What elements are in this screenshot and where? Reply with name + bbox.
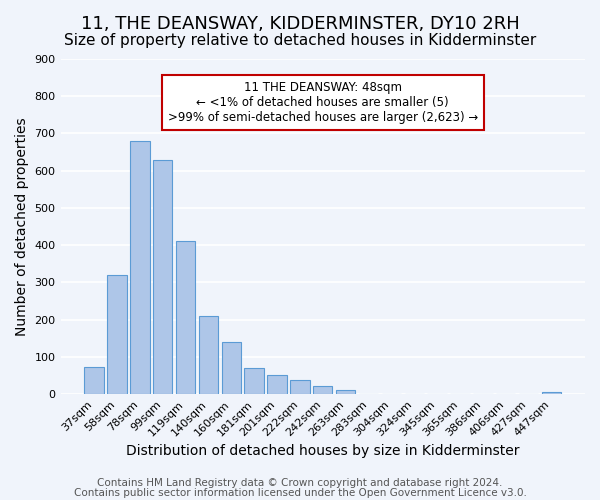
Bar (336, 390, 355, 394)
Text: 11 THE DEANSWAY: 48sqm
← <1% of detached houses are smaller (5)
>99% of semi-det: 11 THE DEANSWAY: 48sqm ← <1% of detached… (167, 82, 478, 124)
Bar (199, 316, 218, 394)
Bar (542, 392, 561, 394)
Bar (153, 160, 172, 394)
Text: Size of property relative to detached houses in Kidderminster: Size of property relative to detached ho… (64, 32, 536, 48)
Bar (221, 342, 241, 394)
X-axis label: Distribution of detached houses by size in Kidderminster: Distribution of detached houses by size … (126, 444, 520, 458)
Text: Contains public sector information licensed under the Open Government Licence v3: Contains public sector information licen… (74, 488, 526, 498)
Bar (85, 368, 104, 394)
Bar (290, 380, 310, 394)
Bar (176, 242, 195, 394)
Bar (244, 368, 264, 394)
Bar (107, 275, 127, 394)
Bar (268, 376, 287, 394)
Text: 11, THE DEANSWAY, KIDDERMINSTER, DY10 2RH: 11, THE DEANSWAY, KIDDERMINSTER, DY10 2R… (80, 15, 520, 33)
Y-axis label: Number of detached properties: Number of detached properties (15, 117, 29, 336)
Text: Contains HM Land Registry data © Crown copyright and database right 2024.: Contains HM Land Registry data © Crown c… (97, 478, 503, 488)
Bar (313, 386, 332, 394)
Bar (130, 141, 149, 394)
